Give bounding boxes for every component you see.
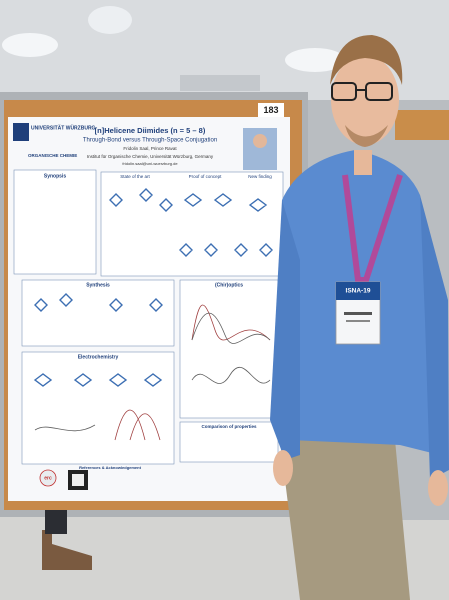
lens xyxy=(331,82,357,101)
glasses xyxy=(331,82,393,101)
erc-text: erc xyxy=(44,475,52,481)
section-heading: (Chir)optics xyxy=(215,282,243,288)
logo-department: ORGANISCHE CHEMIE xyxy=(28,153,77,158)
section-heading: References & Acknowledgement xyxy=(79,465,142,470)
poster-affiliation: Institut für Organische Chemie, Universi… xyxy=(87,154,214,159)
lens xyxy=(365,82,393,101)
beard xyxy=(345,125,388,147)
erc-logo xyxy=(39,469,57,487)
lanyard xyxy=(342,174,403,283)
panel xyxy=(13,169,97,275)
section-heading: State of the art xyxy=(120,174,150,179)
poster-email: fridolin.saal@uni-wuerzburg.de xyxy=(122,161,178,166)
badge-text: ISNA-19 xyxy=(346,288,371,295)
ceiling-detector xyxy=(88,6,132,34)
logo-university: UNIVERSITÄT WÜRZBURG xyxy=(31,124,96,131)
sleeve xyxy=(420,195,449,480)
author-photo-face xyxy=(253,134,267,148)
badge-line xyxy=(344,312,372,315)
hand xyxy=(428,470,448,506)
neck xyxy=(354,150,372,175)
shoe xyxy=(42,530,92,570)
section-heading: Synopsis xyxy=(44,173,66,179)
panel xyxy=(21,351,175,465)
hand xyxy=(273,450,293,486)
ceiling-light xyxy=(285,48,345,72)
panels xyxy=(13,169,284,465)
panel xyxy=(179,421,279,463)
number-card xyxy=(258,103,284,117)
section-heading: Comparison of properties xyxy=(201,424,257,429)
poster-authors: Fridolin Saal, Prince Ravat xyxy=(123,146,177,151)
trousers xyxy=(280,440,410,600)
poster-subtitle: Through-Bond versus Through-Space Conjug… xyxy=(83,138,217,144)
section-heading: Synthesis xyxy=(86,282,110,288)
badge-line xyxy=(346,320,370,322)
section-heading: Electrochemistry xyxy=(78,354,119,360)
leg xyxy=(45,510,67,534)
badge-header xyxy=(336,282,380,300)
molecule-sketches xyxy=(33,188,273,387)
vent xyxy=(180,75,260,91)
board-number: 183 xyxy=(263,105,278,115)
corkboard xyxy=(395,110,449,140)
face xyxy=(331,55,399,145)
poster-title: [n]Helicene Diimides (n = 5 – 8) xyxy=(95,126,206,135)
logo-mark xyxy=(13,123,29,141)
hair xyxy=(330,35,403,85)
panel xyxy=(100,171,284,277)
qr-code-inner xyxy=(72,474,84,486)
ceiling-light xyxy=(2,33,58,57)
panel xyxy=(21,279,175,347)
section-heading: Proof of concept xyxy=(189,174,223,179)
spectra-sketches xyxy=(34,304,271,441)
panel xyxy=(179,279,279,419)
section-heading: New finding xyxy=(248,174,272,179)
sleeve xyxy=(270,200,300,460)
